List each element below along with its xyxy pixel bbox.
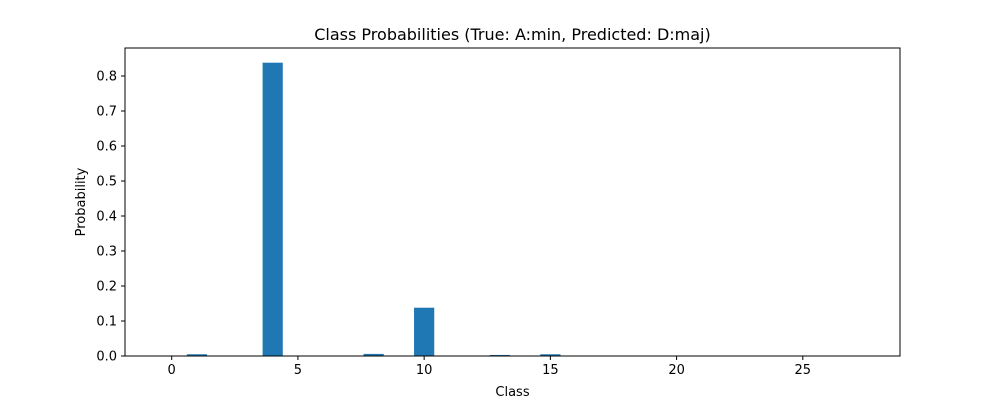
bar-class-10 xyxy=(414,307,435,356)
plot-frame xyxy=(124,47,901,357)
bars-group xyxy=(186,62,561,356)
bar-class-13 xyxy=(489,354,510,356)
y-tick-label: 0.7 xyxy=(96,105,117,120)
bar-class-15 xyxy=(540,354,561,356)
y-tick-label: 0.3 xyxy=(96,245,117,260)
x-tick-label: 25 xyxy=(795,363,812,378)
y-tick-label: 0.0 xyxy=(96,350,117,365)
x-tick-label: 0 xyxy=(168,363,176,378)
y-tick-label: 0.2 xyxy=(96,280,117,295)
chart-title: Class Probabilities (True: A:min, Predic… xyxy=(314,25,710,44)
y-tick-label: 0.5 xyxy=(96,175,117,190)
y-tick-label: 0.6 xyxy=(96,140,117,155)
bar-class-1 xyxy=(186,354,208,356)
y-tick-label: 0.1 xyxy=(96,315,117,330)
x-tick-label: 10 xyxy=(416,363,433,378)
y-tick-label: 0.4 xyxy=(96,210,117,225)
x-axis-ticks: 0 5 10 15 20 25 xyxy=(168,356,812,378)
x-axis-label: Class xyxy=(495,385,529,400)
bar-class-4 xyxy=(262,62,283,356)
bar-class-8 xyxy=(363,353,384,356)
y-axis-label: Probability xyxy=(74,167,89,236)
y-axis-ticks: 0.0 0.1 0.2 0.3 0.4 0.5 0.6 0.7 0.8 xyxy=(96,70,125,365)
x-tick-label: 20 xyxy=(668,363,685,378)
y-tick-label: 0.8 xyxy=(96,70,117,85)
x-tick-label: 5 xyxy=(294,363,302,378)
x-tick-label: 15 xyxy=(542,363,559,378)
